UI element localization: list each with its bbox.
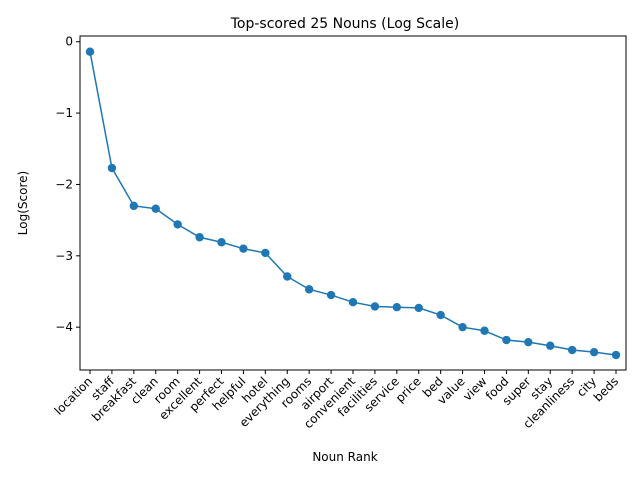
chart-title: Top-scored 25 Nouns (Log Scale): [230, 16, 459, 32]
data-point: [480, 326, 489, 335]
data-point: [239, 244, 248, 253]
x-axis: locationstaffbreakfastcleanroomexcellent…: [52, 370, 621, 431]
y-tick-label: −2: [55, 177, 73, 191]
data-point: [436, 310, 445, 320]
data-point: [567, 345, 577, 355]
x-tick-label: view: [460, 374, 490, 404]
data-point: [151, 204, 160, 213]
data-point: [326, 290, 336, 300]
data-point: [458, 322, 467, 332]
data-point: [173, 220, 182, 229]
x-axis-label: Noun Rank: [312, 450, 377, 464]
data-point: [85, 47, 95, 56]
data-point: [502, 335, 511, 345]
series-line: [89, 51, 617, 356]
y-axis-label: Log(Score): [16, 171, 30, 235]
data-point: [589, 347, 599, 357]
data-point: [370, 302, 380, 311]
data-point: [348, 298, 358, 307]
plot-area: [85, 47, 621, 360]
y-tick-label: 0: [65, 35, 73, 49]
data-point: [129, 201, 139, 211]
axes-frame: [79, 35, 627, 371]
x-tick-label: location: [52, 374, 96, 418]
data-point: [546, 341, 555, 350]
data-point: [414, 303, 423, 313]
data-point: [392, 302, 402, 312]
data-point: [283, 272, 292, 281]
data-point: [261, 248, 270, 258]
data-point: [611, 350, 621, 360]
y-tick-label: −4: [55, 320, 73, 334]
data-point: [304, 285, 314, 294]
y-tick-label: −1: [55, 106, 73, 120]
y-axis: 0 −1 −2 −3 −4: [55, 35, 80, 334]
data-point: [524, 337, 533, 347]
y-tick-label: −3: [55, 249, 73, 263]
data-point: [195, 233, 204, 242]
data-point: [217, 238, 226, 247]
x-tick-label: beds: [591, 374, 621, 404]
data-point: [107, 163, 117, 173]
